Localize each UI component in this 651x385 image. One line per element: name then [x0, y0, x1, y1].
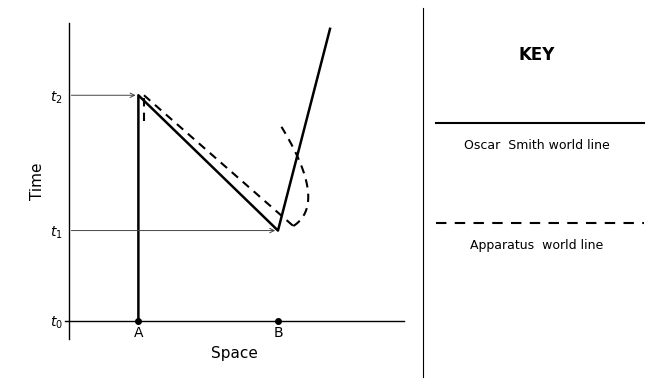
Text: Oscar  Smith world line: Oscar Smith world line	[464, 139, 610, 152]
Y-axis label: Time: Time	[29, 162, 44, 200]
Text: Apparatus  world line: Apparatus world line	[471, 239, 603, 252]
X-axis label: Space: Space	[211, 346, 258, 361]
Text: KEY: KEY	[519, 46, 555, 64]
